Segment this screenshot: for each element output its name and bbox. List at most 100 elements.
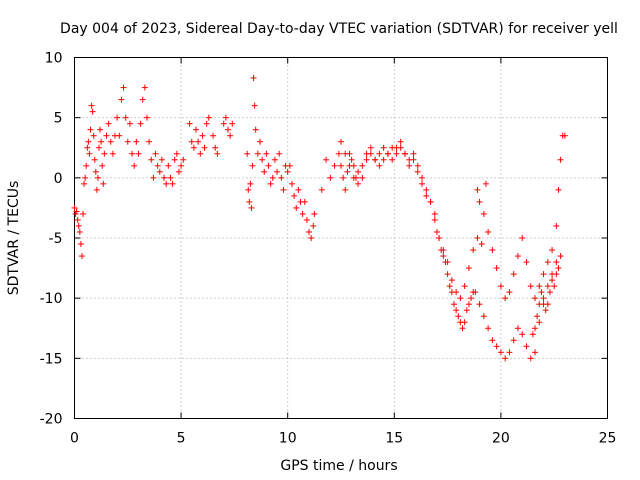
chart-title: Day 004 of 2023, Sidereal Day-to-day VTE… <box>60 21 618 37</box>
data-point <box>510 271 517 278</box>
data-point <box>532 295 539 302</box>
data-point <box>523 259 530 266</box>
data-point <box>150 174 157 181</box>
x-tick-label: 10 <box>279 431 297 447</box>
data-point <box>450 301 457 308</box>
x-tick-label: 20 <box>492 431 510 447</box>
data-point <box>406 162 413 169</box>
x-axis-label: GPS time / hours <box>280 458 397 474</box>
data-point <box>161 174 168 181</box>
data-point <box>96 144 103 151</box>
data-point <box>444 271 451 278</box>
data-point <box>506 289 513 296</box>
data-point <box>199 132 206 139</box>
data-point <box>433 228 440 235</box>
data-point <box>414 162 421 169</box>
data-point <box>129 150 136 157</box>
data-point <box>222 114 229 121</box>
data-point <box>256 138 263 145</box>
data-point <box>376 162 383 169</box>
data-point <box>538 289 545 296</box>
data-point <box>186 120 193 127</box>
x-tick-label: 15 <box>385 431 403 447</box>
data-point <box>244 150 251 157</box>
data-point <box>555 265 562 272</box>
data-point <box>342 150 349 157</box>
data-point <box>137 120 144 127</box>
data-point <box>169 180 176 187</box>
data-point <box>532 349 539 356</box>
data-point <box>301 198 308 205</box>
data-point <box>293 204 300 211</box>
data-point <box>355 168 362 175</box>
data-point <box>461 319 468 326</box>
data-point <box>510 337 517 344</box>
data-point <box>380 156 387 163</box>
data-point <box>476 301 483 308</box>
data-point <box>453 307 460 314</box>
axis-ticks: 0 5 10 15 20 25 10 5 0 -5 -10 -15 -20 <box>40 51 617 447</box>
data-point <box>103 132 110 139</box>
data-point <box>338 162 344 169</box>
data-point <box>259 156 266 163</box>
data-point <box>318 186 325 193</box>
data-point <box>549 277 556 284</box>
data-point <box>553 271 560 278</box>
data-point <box>156 168 163 175</box>
data-point <box>419 180 426 187</box>
data-point <box>249 162 256 169</box>
data-point <box>376 150 383 157</box>
data-point <box>514 253 521 260</box>
data-point <box>306 228 313 235</box>
y-tick-label: -5 <box>49 231 63 247</box>
data-point <box>493 343 500 350</box>
data-point <box>210 132 217 139</box>
data-point <box>419 174 426 181</box>
data-point <box>99 162 106 169</box>
data-point <box>158 156 165 163</box>
data-point <box>274 168 281 175</box>
data-point <box>171 156 178 163</box>
data-point <box>444 259 451 266</box>
data-point <box>93 186 100 193</box>
data-point <box>71 204 78 211</box>
data-point <box>485 325 492 332</box>
data-point <box>338 138 344 145</box>
data-point <box>468 295 475 302</box>
data-point <box>101 150 108 157</box>
data-point <box>78 253 85 260</box>
data-point <box>141 84 148 91</box>
data-point <box>303 216 310 223</box>
data-point <box>544 301 551 308</box>
data-point <box>474 186 481 193</box>
data-point <box>265 162 272 169</box>
data-point <box>203 120 210 127</box>
data-point <box>553 259 560 266</box>
data-point <box>214 150 221 157</box>
data-point <box>536 283 543 290</box>
data-point <box>461 283 468 290</box>
x-tick-label: 25 <box>599 431 617 447</box>
data-point <box>544 283 551 290</box>
data-point <box>342 186 349 193</box>
data-point <box>502 355 509 362</box>
data-point <box>553 222 560 229</box>
data-point <box>532 325 539 332</box>
data-point <box>542 307 549 314</box>
data-point <box>229 120 236 127</box>
data-point <box>340 174 347 181</box>
data-point <box>131 162 138 169</box>
data-point <box>427 198 434 205</box>
data-point <box>91 156 98 163</box>
data-point <box>269 174 276 181</box>
data-point <box>173 150 180 157</box>
data-point <box>506 349 513 356</box>
data-point <box>284 168 291 175</box>
data-point <box>254 150 261 157</box>
data-point <box>485 228 492 235</box>
data-point <box>94 174 101 181</box>
data-point <box>536 301 543 308</box>
data-point <box>109 150 116 157</box>
data-point <box>120 84 127 91</box>
